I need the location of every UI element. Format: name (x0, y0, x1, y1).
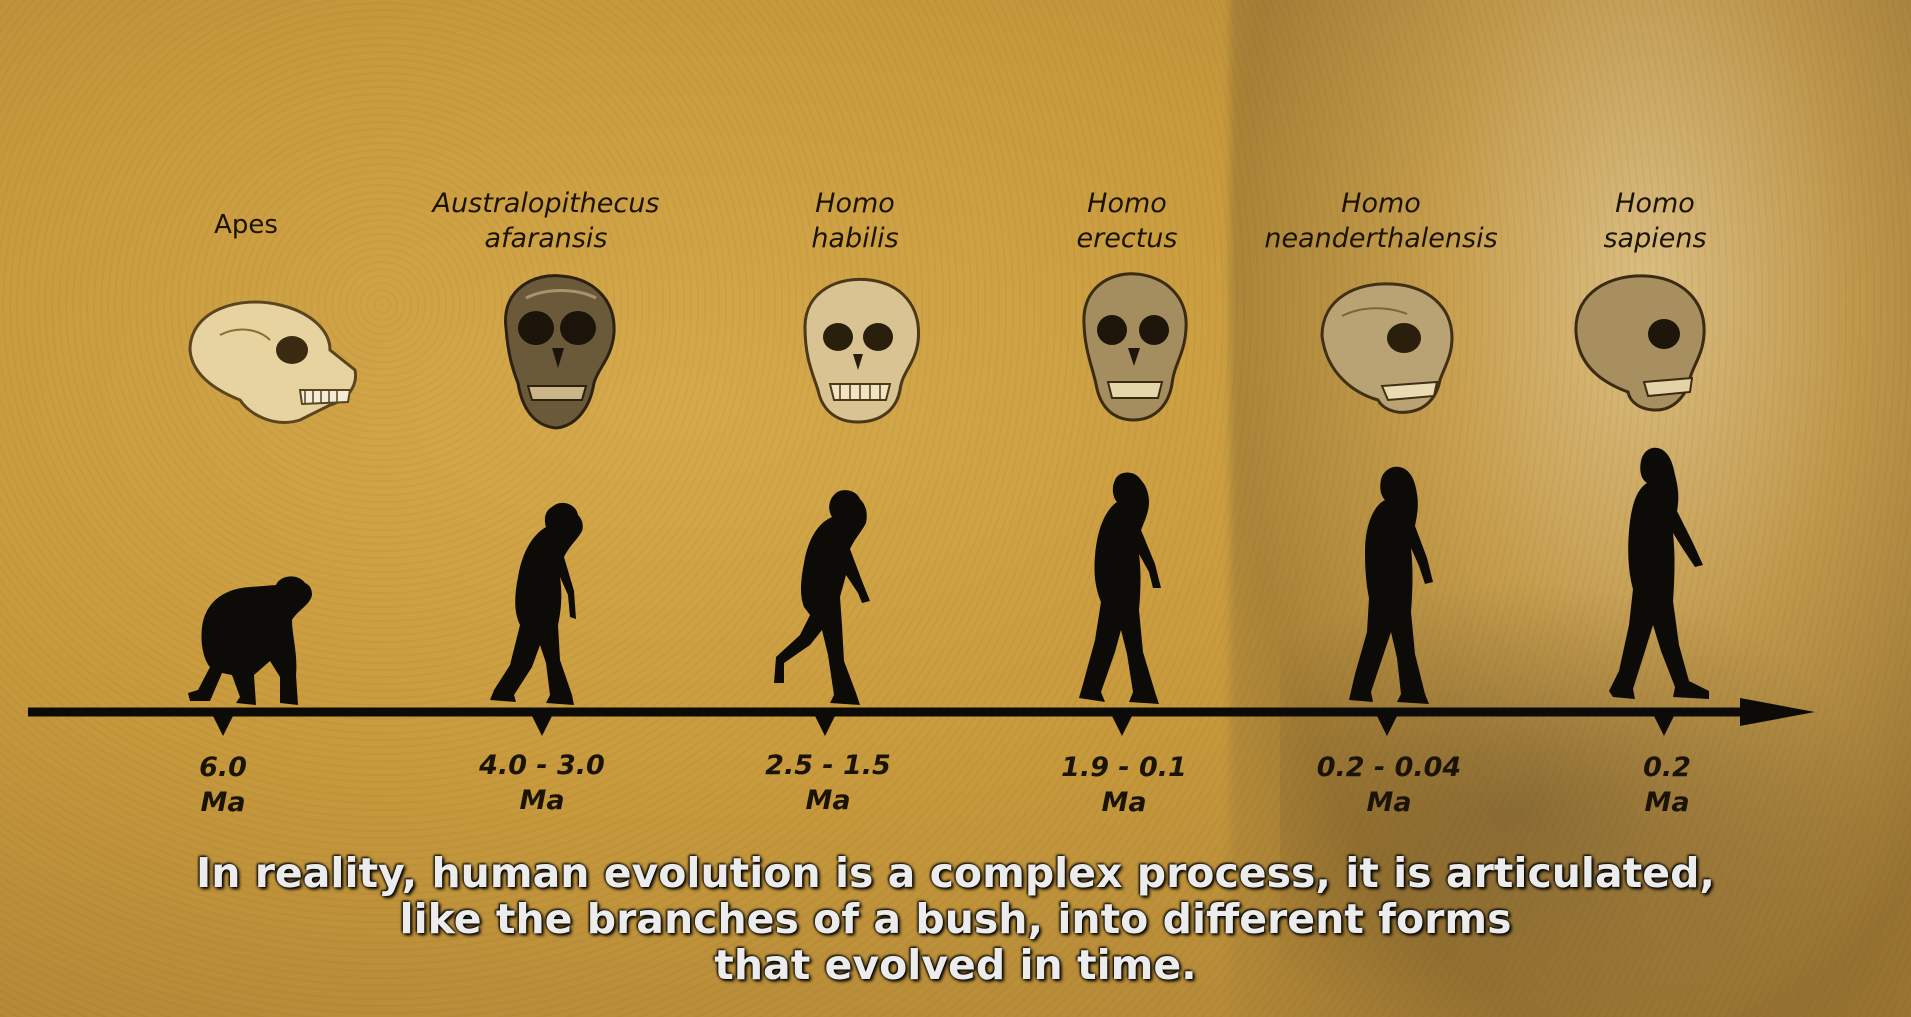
background-portrait (1230, 0, 1911, 1017)
species-name-line1: Homo (1341, 188, 1421, 219)
erectus-silhouette-icon (1079, 472, 1161, 704)
species-name-line2: sapiens (1603, 223, 1707, 254)
date-label-habilis: 2.5 - 1.5 Ma (718, 748, 938, 818)
date-value: 0.2 (1643, 752, 1691, 783)
species-name-line2: afaransis (484, 223, 608, 254)
species-name-apes: Apes (96, 208, 396, 243)
species-name-line2: erectus (1076, 223, 1178, 254)
timeline-axis (28, 698, 1815, 736)
species-name-line1: Apes (214, 210, 278, 240)
date-label-australopithecus: 4.0 - 3.0 Ma (432, 748, 652, 818)
date-unit: Ma (200, 787, 246, 818)
neanderthalensis-silhouette-icon (1349, 466, 1433, 704)
species-name-line2: neanderthalensis (1264, 223, 1498, 254)
ape-skull-icon (188, 300, 358, 424)
australopithecus-silhouette-icon (490, 502, 583, 705)
caption-line2: like the branches of a bush, into differ… (399, 895, 1512, 943)
date-unit: Ma (1101, 787, 1147, 818)
date-unit: Ma (1366, 787, 1412, 818)
species-name-line1: Homo (1615, 188, 1695, 219)
species-name-habilis: Homo habilis (705, 186, 1005, 256)
date-label-neanderthalensis: 0.2 - 0.04 Ma (1279, 750, 1499, 820)
date-value: 0.2 - 0.04 (1316, 752, 1462, 783)
date-unit: Ma (1644, 787, 1690, 818)
species-name-erectus: Homo erectus (977, 186, 1277, 256)
species-name-line2: habilis (811, 223, 899, 254)
habilis-silhouette-icon (774, 490, 870, 705)
date-value: 4.0 - 3.0 (479, 750, 605, 781)
caption-line3: that evolved in time. (714, 941, 1197, 989)
neanderthalensis-skull-icon (1320, 282, 1454, 414)
sapiens-silhouette-icon (1609, 447, 1709, 699)
date-label-sapiens: 0.2 Ma (1557, 750, 1777, 820)
date-value: 2.5 - 1.5 (765, 750, 891, 781)
erectus-skull-icon (1082, 272, 1188, 422)
species-name-neanderthalensis: Homo neanderthalensis (1231, 186, 1531, 256)
species-name-line1: Homo (1087, 188, 1167, 219)
date-unit: Ma (519, 785, 565, 816)
species-name-line1: Australopithecus (432, 188, 660, 219)
species-name-australopithecus: Australopithecus afaransis (396, 186, 696, 256)
date-label-erectus: 1.9 - 0.1 Ma (1014, 750, 1234, 820)
species-name-sapiens: Homo sapiens (1505, 186, 1805, 256)
ape-silhouette-icon (188, 576, 312, 705)
date-label-apes: 6.0 Ma (113, 750, 333, 820)
date-value: 6.0 (199, 752, 247, 783)
habilis-skull-icon (803, 277, 920, 424)
species-name-line1: Homo (815, 188, 895, 219)
caption-line1: In reality, human evolution is a complex… (195, 849, 1715, 897)
australopithecus-skull-icon (504, 274, 616, 430)
subtitle-caption: In reality, human evolution is a complex… (0, 850, 1911, 988)
date-value: 1.9 - 0.1 (1061, 752, 1187, 783)
date-unit: Ma (805, 785, 851, 816)
sapiens-skull-icon (1574, 274, 1706, 412)
